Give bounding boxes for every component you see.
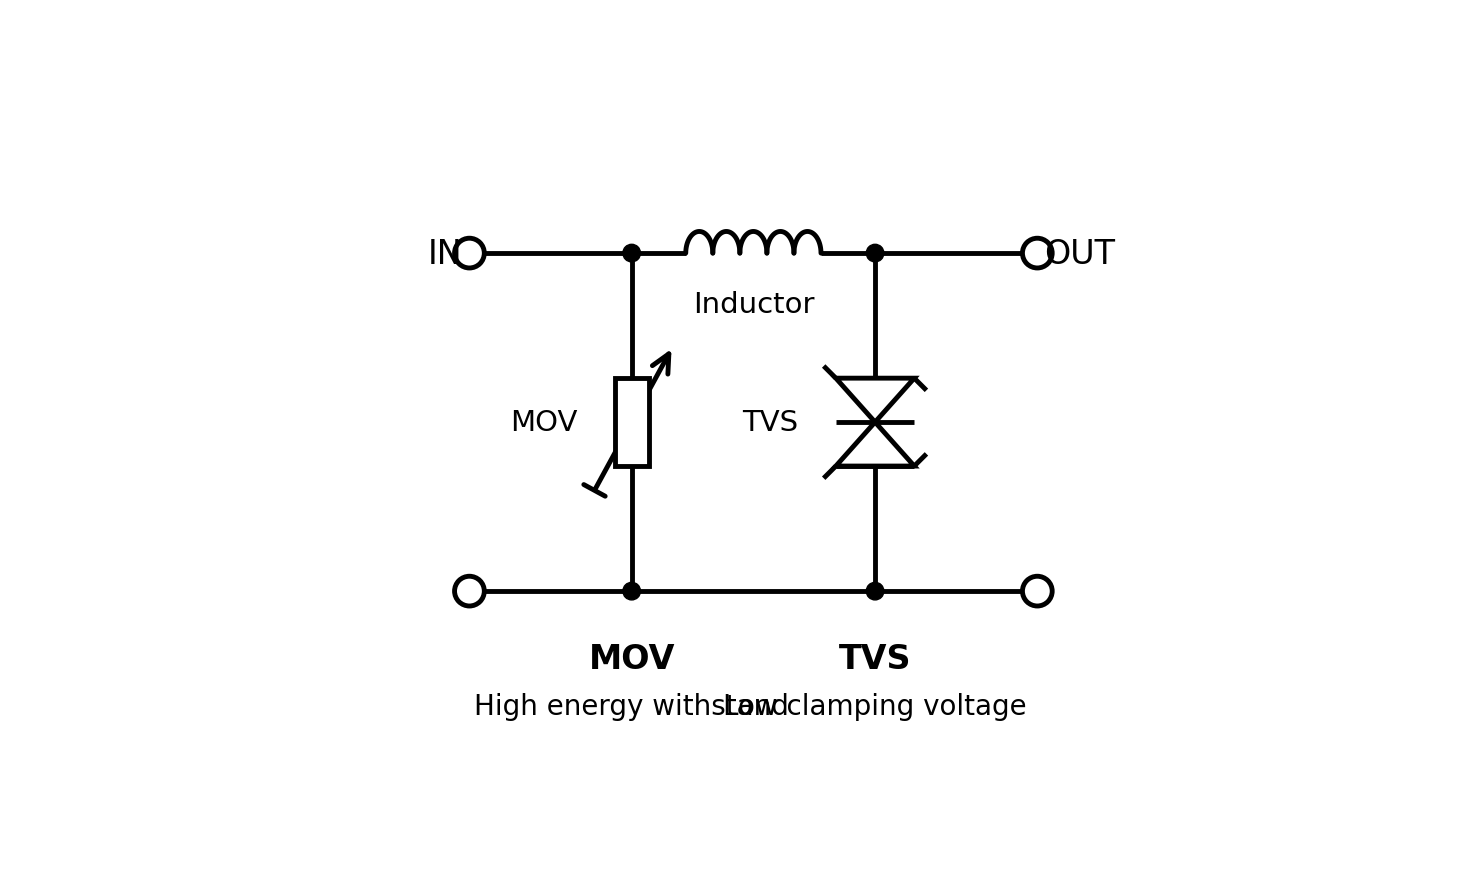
- Text: IN: IN: [428, 238, 463, 270]
- Polygon shape: [836, 423, 914, 467]
- Text: High energy withstand: High energy withstand: [475, 692, 789, 720]
- Circle shape: [623, 245, 641, 262]
- Text: Low clamping voltage: Low clamping voltage: [723, 692, 1028, 720]
- Circle shape: [866, 582, 883, 600]
- Text: MOV: MOV: [510, 409, 578, 437]
- Text: MOV: MOV: [588, 643, 675, 675]
- Circle shape: [866, 245, 883, 262]
- Text: Inductor: Inductor: [692, 291, 814, 319]
- Polygon shape: [836, 379, 914, 423]
- Text: OUT: OUT: [1044, 238, 1116, 270]
- Bar: [614, 379, 648, 467]
- Text: TVS: TVS: [742, 409, 798, 437]
- Circle shape: [623, 582, 641, 600]
- Text: TVS: TVS: [839, 643, 911, 675]
